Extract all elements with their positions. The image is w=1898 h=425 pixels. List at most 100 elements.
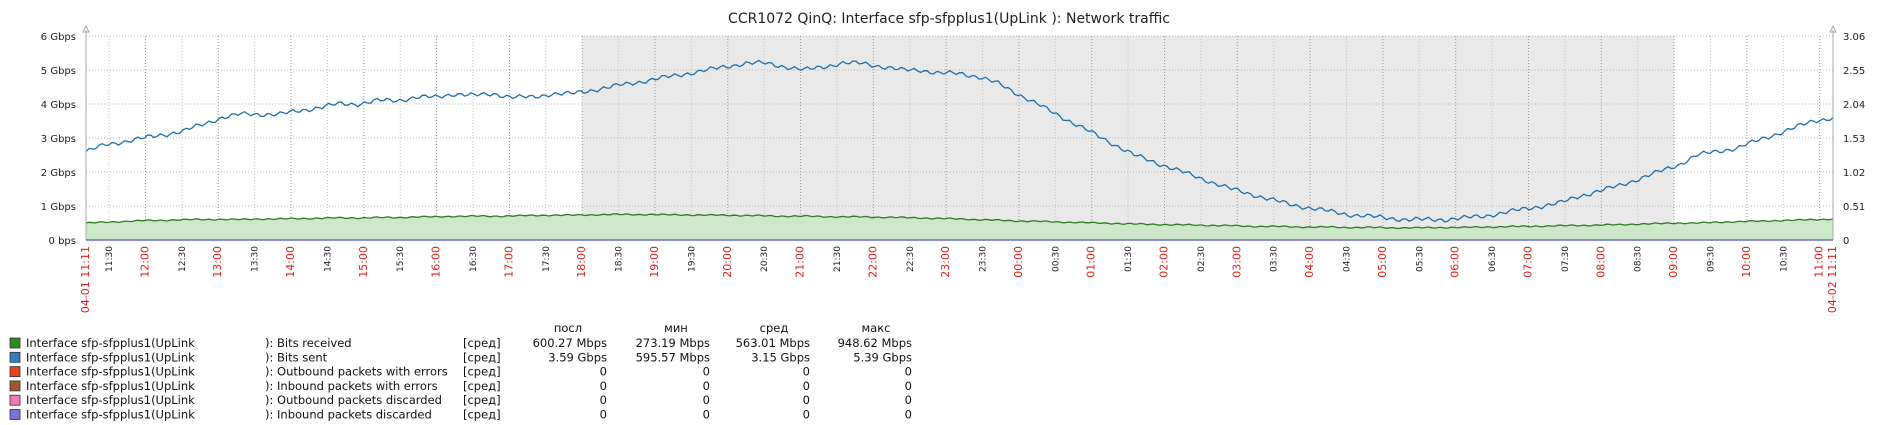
- x-tick-label: 18:30: [615, 246, 625, 272]
- header-avg: сред: [760, 321, 789, 335]
- x-tick-label: 13:00: [211, 246, 224, 278]
- legend-min: 0: [703, 393, 710, 407]
- legend-func: [сред]: [463, 336, 501, 350]
- legend-max: 0: [905, 379, 912, 393]
- y-axis-left-labels: 6 Gbps 5 Gbps 4 Gbps 3 Gbps 2 Gbps 1 Gbps 0 bp…: [41, 32, 76, 247]
- legend-avg: 0: [803, 408, 810, 422]
- x-tick-label: 16:00: [430, 246, 443, 278]
- legend-last: 0: [600, 379, 607, 393]
- x-tick-label: 15:00: [357, 246, 370, 278]
- x-tick-label: 17:00: [502, 246, 515, 278]
- legend-metric: ): Bits sent: [265, 350, 328, 364]
- legend-func: [сред]: [463, 408, 501, 422]
- legend-avg: 0: [803, 379, 810, 393]
- x-tick-label: 09:30: [1706, 246, 1716, 272]
- legend-interface: Interface sfp-sfpplus1(UpLink: [26, 350, 195, 364]
- legend-metric: ): Bits received: [265, 336, 352, 350]
- legend-avg: 3.15 Gbps: [751, 350, 810, 364]
- legend-swatch: [9, 337, 21, 349]
- x-tick-label: 10:30: [1779, 246, 1789, 272]
- axes: [82, 24, 1837, 241]
- x-tick-label: 02:30: [1197, 246, 1207, 272]
- y-tick-label: 1 Gbps: [41, 202, 76, 213]
- y-tick-label: 0 bps: [49, 236, 76, 247]
- x-tick-label: 05:30: [1415, 246, 1425, 272]
- x-tick-label: 03:30: [1270, 246, 1280, 272]
- legend-avg: 0: [803, 365, 810, 379]
- x-tick-label: 14:00: [284, 246, 297, 278]
- legend-metric: ): Inbound packets discarded: [265, 408, 432, 422]
- y-tick-label: 6 Gbps: [41, 32, 76, 43]
- series-bits-sent-line: [85, 59, 1834, 223]
- y-axis-left-arrow: [82, 24, 90, 33]
- legend-max: 948.62 Mbps: [838, 336, 912, 350]
- x-tick-label: 21:30: [833, 246, 843, 272]
- y-tick-label: 3 Gbps: [41, 134, 76, 145]
- x-tick-label: 17:30: [542, 246, 552, 272]
- x-tick-label: 07:00: [1521, 246, 1534, 278]
- x-tick-label: 00:30: [1051, 246, 1061, 272]
- y-axis-right-arrow: [1829, 24, 1837, 33]
- x-tick-label: 05:00: [1376, 246, 1389, 278]
- x-tick-label: 02:00: [1158, 246, 1171, 278]
- legend-max: 5.39 Gbps: [853, 350, 912, 364]
- header-min: мин: [664, 321, 688, 335]
- legend-func: [сред]: [463, 350, 501, 364]
- y-right-tick-label: 2.04: [1843, 100, 1865, 111]
- y-right-tick-label: 2.55: [1843, 66, 1865, 77]
- x-tick-label: 20:00: [721, 246, 734, 278]
- x-tick-label: 10:00: [1740, 246, 1753, 278]
- x-tick-label: 01:00: [1085, 246, 1098, 278]
- y-right-tick-label: 1.53: [1843, 134, 1865, 145]
- x-tick-label: 00:00: [1012, 246, 1025, 278]
- legend-interface: Interface sfp-sfpplus1(UpLink: [26, 408, 195, 422]
- x-tick-label: 08:30: [1634, 246, 1644, 272]
- x-tick-label: 14:30: [323, 246, 333, 272]
- series-bits-received-area: [86, 213, 1833, 240]
- y-right-tick-label: 3.06: [1843, 32, 1865, 43]
- y-axis-right-labels: 3.06 2.55 2.04 1.53 1.02 0.51 0: [1843, 32, 1865, 247]
- chart-title: CCR1072 QinQ: Interface sfp-sfpplus1(UpL…: [728, 11, 1170, 27]
- x-tick-label: 04-01 11:11: [79, 246, 92, 313]
- x-tick-label: 13:30: [251, 246, 261, 272]
- legend-last: 0: [600, 365, 607, 379]
- x-tick-label: 19:30: [687, 246, 697, 272]
- x-tick-label: 12:00: [138, 246, 151, 278]
- y-tick-label: 2 Gbps: [41, 168, 76, 179]
- x-tick-label: 19:00: [648, 246, 661, 278]
- legend-last: 600.27 Mbps: [533, 336, 607, 350]
- x-tick-label: 03:00: [1230, 246, 1243, 278]
- legend-min: 595.57 Mbps: [636, 350, 710, 364]
- legend-last: 0: [600, 393, 607, 407]
- legend-min: 0: [703, 365, 710, 379]
- legend-swatch: [9, 394, 21, 406]
- x-tick-label: 04-02 11:11: [1826, 246, 1839, 313]
- legend-min: 0: [703, 408, 710, 422]
- legend-avg: 563.01 Mbps: [736, 336, 810, 350]
- legend-max: 0: [905, 408, 912, 422]
- legend-last: 3.59 Gbps: [548, 350, 607, 364]
- x-tick-label: 18:00: [575, 246, 588, 278]
- legend-func: [сред]: [463, 365, 501, 379]
- legend-swatch: [9, 351, 21, 363]
- y-right-tick-label: 0.51: [1843, 202, 1865, 213]
- legend-max: 0: [905, 365, 912, 379]
- legend-interface: Interface sfp-sfpplus1(UpLink: [26, 379, 195, 393]
- x-tick-label: 20:30: [760, 246, 770, 272]
- legend: посл мин сред макс Interface sfp-sfpplus1(Up…: [9, 321, 912, 422]
- legend-last: 0: [600, 408, 607, 422]
- x-tick-label: 06:30: [1488, 246, 1498, 272]
- x-tick-label: 08:00: [1594, 246, 1607, 278]
- y-right-tick-label: 1.02: [1843, 168, 1865, 179]
- series-bits-received-line: [85, 213, 1834, 230]
- legend-min: 0: [703, 379, 710, 393]
- legend-swatch: [9, 380, 21, 392]
- legend-swatch: [9, 366, 21, 378]
- legend-metric: ): Outbound packets discarded: [265, 393, 442, 407]
- x-tick-label: 21:00: [794, 246, 807, 278]
- x-tick-label: 06:00: [1449, 246, 1462, 278]
- header-last: посл: [554, 321, 582, 335]
- y-right-tick-label: 0: [1843, 236, 1849, 247]
- legend-interface: Interface sfp-sfpplus1(UpLink: [26, 336, 195, 350]
